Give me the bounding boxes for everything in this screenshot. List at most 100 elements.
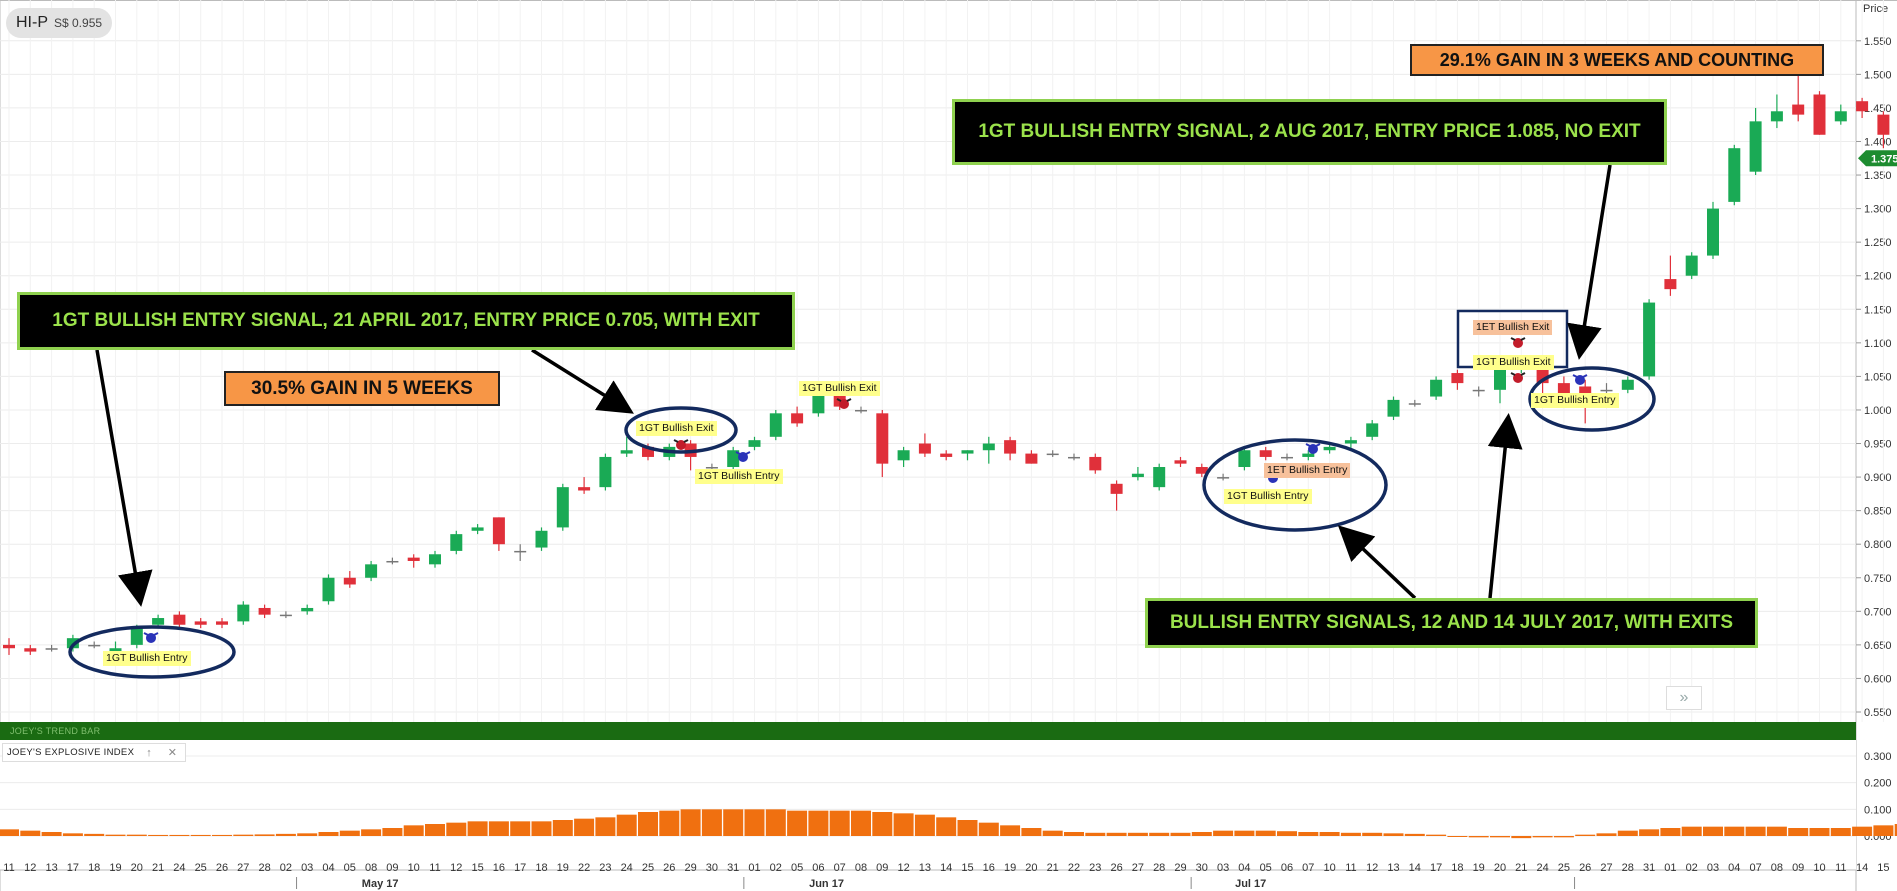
x-tick-label: 11 (429, 862, 440, 874)
index-bar (1724, 826, 1745, 836)
annotation-april-entry: 1GT BULLISH ENTRY SIGNAL, 21 APRIL 2017,… (17, 292, 795, 350)
index-tick-label: 0.200 (1864, 778, 1892, 790)
index-bar (105, 834, 126, 836)
candle-body (3, 644, 15, 649)
candle-body (365, 564, 378, 578)
index-tick-label: 0.100 (1864, 804, 1892, 816)
x-tick-label: 25 (195, 862, 207, 874)
index-bar (1553, 836, 1574, 838)
index-bar (808, 810, 829, 836)
index-bar (233, 834, 254, 836)
index-bar (659, 810, 680, 836)
candle-body (1025, 453, 1038, 464)
bull-horns (143, 632, 159, 636)
bear-horns (673, 439, 689, 443)
candle-body (1366, 423, 1379, 437)
index-bar (169, 834, 190, 836)
x-tick-label: 05 (1260, 862, 1272, 874)
index-bar (254, 834, 275, 836)
close-icon[interactable]: ✕ (167, 747, 177, 759)
x-tick-label: 21 (1047, 862, 1059, 874)
index-bar (318, 832, 339, 836)
index-bar (1660, 828, 1681, 836)
x-tick-label: 10 (1323, 862, 1335, 874)
candle-body (578, 487, 591, 491)
index-bar (1745, 826, 1766, 836)
x-tick-label: 20 (131, 862, 143, 874)
index-bar (297, 833, 318, 836)
index-bar (957, 820, 978, 836)
signal-label: 1GT Bullish Exit (636, 421, 717, 436)
x-tick-label: 24 (1536, 862, 1548, 874)
candle-body (343, 577, 356, 585)
index-bar (531, 821, 552, 836)
index-bar (425, 824, 445, 836)
index-bar (467, 821, 488, 836)
index-bar (1191, 832, 1212, 836)
x-tick-label: 17 (514, 862, 526, 874)
annotation-august-gain: 29.1% GAIN IN 3 WEEKS AND COUNTING (1410, 44, 1824, 76)
candle-body (940, 453, 953, 457)
indicator-name: JOEY'S EXPLOSIVE INDEX (7, 747, 135, 758)
x-tick-label: 02 (770, 862, 782, 874)
ticker-price: S$ 0.955 (54, 16, 103, 30)
index-bar (1575, 834, 1596, 836)
x-tick-label: 30 (1196, 862, 1208, 874)
index-bar (787, 810, 808, 836)
expand-icon[interactable]: » (1666, 686, 1702, 710)
candle-body (1621, 379, 1634, 390)
x-tick-label: 04 (1728, 862, 1740, 874)
ticker-badge: HI-P S$ 0.955 (6, 8, 113, 38)
axis-bg (1856, 0, 1897, 891)
index-bar (1873, 825, 1894, 836)
index-bar (872, 812, 893, 836)
index-bar (1490, 836, 1510, 838)
index-bar (701, 809, 722, 836)
bear-horns (1510, 337, 1526, 341)
candle-body (556, 487, 569, 528)
candle-body (1004, 440, 1017, 454)
x-tick-label: 12 (24, 862, 36, 874)
bear-horns (836, 398, 852, 402)
x-tick-label: 26 (663, 862, 675, 874)
index-bar (616, 814, 637, 836)
index-bar (1064, 832, 1084, 836)
candle-body (386, 560, 399, 563)
x-tick-label: 22 (578, 862, 590, 874)
annotation-arrow (1567, 164, 1612, 360)
price-tick-label: 1.050 (1864, 371, 1892, 383)
candle-body (1472, 389, 1485, 392)
price-tick-label: 0.800 (1864, 539, 1892, 551)
candle-body (301, 607, 314, 612)
index-bar (914, 814, 935, 836)
x-tick-label: 26 (1110, 862, 1122, 874)
signal-label: 1GT Bullish Entry (1224, 489, 1312, 504)
candle-body (599, 456, 612, 488)
ticker-symbol: HI-P (16, 14, 48, 31)
x-tick-label: 31 (727, 862, 739, 874)
index-bar (403, 825, 424, 836)
bull-horns (1305, 443, 1321, 447)
annotation-arrow (1487, 413, 1523, 599)
candle-body (1281, 456, 1293, 459)
x-tick-label: 21 (1515, 862, 1527, 874)
index-bar (744, 809, 765, 836)
signal-label: 1GT Bullish Entry (1531, 393, 1619, 408)
candle-body (152, 618, 165, 625)
candle-body (407, 557, 420, 561)
candle-body (194, 621, 207, 625)
candle-body (961, 450, 974, 454)
x-tick-label: 14 (940, 862, 952, 874)
x-tick-label: 09 (876, 862, 888, 874)
candle-body (429, 554, 441, 565)
bull-icon (1575, 375, 1585, 385)
candle-body (24, 648, 37, 652)
candle-body (897, 450, 910, 461)
price-tick-label: 0.550 (1864, 707, 1892, 719)
move-up-icon[interactable]: ↑ (146, 746, 152, 759)
price-tick-label: 0.950 (1864, 439, 1892, 451)
index-bar (62, 833, 83, 836)
index-bar (1809, 828, 1830, 836)
candle-body (1131, 473, 1144, 478)
annotation-august-entry: 1GT BULLISH ENTRY SIGNAL, 2 AUG 2017, EN… (952, 99, 1667, 165)
